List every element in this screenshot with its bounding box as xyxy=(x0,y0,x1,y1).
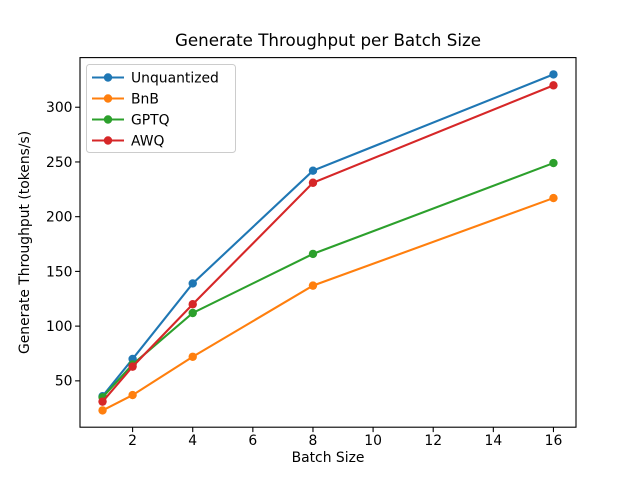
legend-item-BnB: BnB xyxy=(92,91,159,107)
y-tick-label: 300 xyxy=(46,100,73,116)
x-tick-label: 8 xyxy=(309,433,318,449)
data-point-Unquantized-4 xyxy=(188,279,197,288)
legend-label: BnB xyxy=(131,91,159,107)
legend-item-Unquantized: Unquantized xyxy=(92,70,219,86)
data-point-AWQ-2 xyxy=(128,362,137,371)
legend-marker-icon xyxy=(103,136,113,145)
data-point-GPTQ-8 xyxy=(308,249,318,259)
legend-marker-icon xyxy=(103,73,113,82)
plot-area: 2 4 6 8 10 12 14 16 50 100 150 200 250 300 xyxy=(46,57,577,449)
legend: Unquantized BnB GPTQ AWQ xyxy=(86,64,236,153)
data-point-BnB-8 xyxy=(308,281,318,290)
data-point-BnB-2 xyxy=(128,390,137,400)
y-tick-label: 50 xyxy=(55,374,73,390)
data-point-AWQ-4 xyxy=(188,300,197,309)
data-point-GPTQ-4 xyxy=(188,308,197,318)
data-point-BnB-16 xyxy=(549,193,558,203)
x-tick-label: 12 xyxy=(424,433,442,449)
data-point-AWQ-16 xyxy=(549,81,558,90)
data-point-BnB-1 xyxy=(98,406,107,415)
x-tick-label: 16 xyxy=(545,433,563,449)
legend-marker-icon xyxy=(103,115,113,124)
chart-title: Generate Throughput per Batch Size xyxy=(175,30,481,50)
y-tick-label: 100 xyxy=(46,319,73,335)
legend-box xyxy=(86,64,236,153)
x-tick-label: 2 xyxy=(128,433,137,449)
data-point-GPTQ-16 xyxy=(549,158,558,168)
legend-label: GPTQ xyxy=(131,112,170,128)
legend-label: Unquantized xyxy=(131,70,219,86)
y-tick-label: 250 xyxy=(46,155,73,171)
legend-item-GPTQ: GPTQ xyxy=(92,112,170,128)
legend-label: AWQ xyxy=(131,133,164,149)
axes-frame xyxy=(79,57,577,428)
x-tick-label: 10 xyxy=(364,433,382,449)
x-tick-label: 6 xyxy=(248,433,257,449)
x-tick-label: 14 xyxy=(484,433,502,449)
y-axis-label: Generate Throughput (tokens/s) xyxy=(17,131,33,354)
data-point-BnB-4 xyxy=(188,352,197,361)
x-tick-label: 4 xyxy=(188,433,197,449)
y-tick-label: 200 xyxy=(46,210,73,226)
data-point-Unquantized-16 xyxy=(549,70,558,79)
x-axis-label: Batch Size xyxy=(292,450,365,466)
data-point-AWQ-1 xyxy=(98,397,107,406)
legend-item-AWQ: AWQ xyxy=(92,133,164,149)
y-tick-label: 150 xyxy=(46,264,73,280)
legend-marker-icon xyxy=(103,94,113,103)
data-point-Unquantized-8 xyxy=(308,166,318,175)
series-line-BnB xyxy=(102,197,554,412)
series-layer xyxy=(98,70,558,415)
data-point-AWQ-8 xyxy=(308,178,318,187)
